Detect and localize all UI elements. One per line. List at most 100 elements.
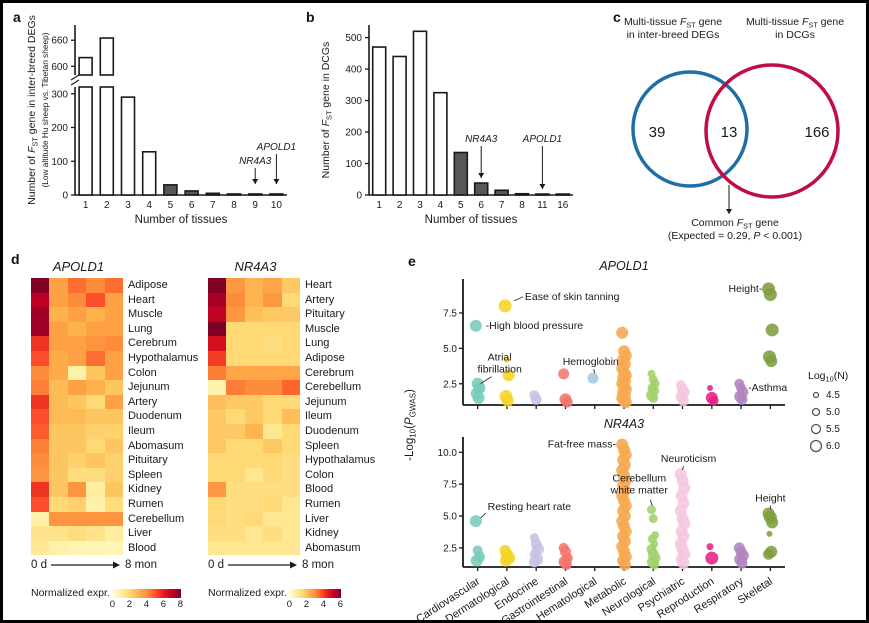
- venn-left-label: Multi-tissue FST gene: [624, 16, 722, 30]
- heatmap-cell: [281, 409, 300, 424]
- heatmap-grid: Heart Artery Pituitary Muscle Lung Adipose Cer…: [208, 278, 383, 556]
- heatmap-cell: [226, 438, 245, 454]
- heatmap-cell: [208, 496, 227, 512]
- data-point: [561, 396, 573, 408]
- heatmap-cell: [208, 350, 227, 366]
- x-tick-label: 11: [537, 200, 548, 211]
- heatmap-cell: [281, 453, 300, 468]
- phewas-plots: APOLD1 2.5 5.0 7.5 Ease of skin tanning -High…: [404, 259, 848, 620]
- x-tick-label: 7: [210, 200, 216, 211]
- bar: [78, 86, 93, 196]
- heatmap-cell: [49, 540, 68, 556]
- bar: [226, 193, 242, 196]
- heatmap-cell: [67, 482, 87, 497]
- heatmap-cell: [281, 380, 300, 395]
- heatmap-cell: [31, 496, 50, 512]
- heatmap-cell: [208, 467, 227, 483]
- heatmap-cell: [49, 336, 68, 351]
- heatmap-cell: [281, 307, 300, 322]
- tissue-label: Adipose: [304, 351, 345, 364]
- heatmap-cell: [244, 423, 264, 439]
- x-axis-label: Number of tissues: [135, 214, 228, 226]
- time-end-label: 8 mon: [125, 559, 157, 572]
- bar: [535, 193, 550, 196]
- heatmap-cell: [244, 453, 264, 468]
- time-end-label: 8 mon: [302, 559, 334, 572]
- size-legend-label: 5.5: [826, 424, 840, 435]
- y-tick-label: 500: [345, 33, 362, 44]
- heatmap-cell: [86, 482, 105, 497]
- size-legend-title: Log10(N): [808, 370, 848, 384]
- tissue-label: Rumen: [304, 497, 341, 510]
- bar: [120, 96, 136, 196]
- data-point: [646, 505, 656, 515]
- bar: [371, 46, 387, 196]
- y-tick-label: 300: [51, 89, 68, 100]
- data-point: [705, 551, 719, 565]
- tissue-label: Muscle: [304, 322, 340, 335]
- heatmap-cell: [208, 365, 227, 381]
- heatmap-cell: [67, 292, 87, 308]
- y-tick-label: 200: [345, 128, 362, 139]
- colorbar-tick-label: 2: [126, 599, 133, 611]
- bar: [514, 192, 530, 196]
- heatmap-cell: [31, 292, 50, 308]
- phenotype-annotation: -High blood pressure: [486, 320, 584, 332]
- heatmap-cell: [226, 496, 245, 512]
- colorbar-tick-label: 4: [320, 599, 327, 611]
- time-arrow-icon: [51, 561, 120, 569]
- heatmap-cell: [49, 380, 68, 395]
- heatmap-cell: [49, 409, 68, 424]
- bar-top-segment: [99, 37, 115, 76]
- heatmap-cell: [263, 453, 282, 468]
- phenotype-annotation: Neuroticism: [661, 453, 717, 465]
- heatmap-cell: [281, 511, 300, 527]
- data-point: [619, 396, 632, 409]
- bar: [433, 91, 448, 196]
- heatmap-title: NR4A3: [234, 259, 277, 274]
- heatmap-cell: [104, 511, 123, 527]
- tissue-label: Rumen: [127, 497, 164, 510]
- heatmap-cell: [244, 321, 264, 337]
- heatmap-cell: [244, 511, 264, 527]
- bar: [205, 192, 221, 196]
- heatmap-cell: [86, 540, 105, 556]
- x-tick-label: 3: [125, 200, 131, 211]
- heatmap-cell: [104, 394, 123, 410]
- tissue-label: Kidney: [127, 483, 162, 496]
- tissue-label: Cerebellum: [304, 381, 362, 394]
- heatmap-cell: [31, 438, 50, 454]
- barchart-dcgs: 0 100 200 300 400 500 1 2 3 4 5 6 7 8 11 16 Number of ti…: [320, 25, 573, 226]
- x-tick-label: 5: [458, 200, 464, 211]
- data-point: [501, 394, 514, 407]
- heatmap-cell: [226, 292, 245, 308]
- heatmap-cell: [281, 496, 300, 512]
- heatmap-cell: [49, 350, 68, 366]
- data-point: [469, 515, 482, 528]
- bar: [269, 193, 284, 196]
- heatmap-cell: [244, 380, 264, 395]
- heatmap-cell: [281, 336, 300, 351]
- heatmap-cell: [49, 526, 68, 541]
- heatmap-cell: [104, 526, 123, 541]
- x-tick-label: 2: [397, 200, 403, 211]
- data-point: [677, 395, 689, 407]
- data-point: [502, 369, 515, 382]
- heatmap-cell: [86, 496, 105, 512]
- data-point: [707, 385, 714, 392]
- heatmap-cell: [244, 540, 264, 556]
- heatmap-cell: [104, 292, 123, 308]
- y-tick-label: 10.0: [438, 448, 458, 459]
- tissue-label: Duodenum: [304, 424, 359, 437]
- heatmap-cell: [281, 467, 300, 483]
- heatmap-cell: [226, 453, 245, 468]
- heatmap-cell: [67, 511, 87, 527]
- y-tick-label: 5.0: [443, 512, 457, 523]
- heatmap-colorbar-legend: Normalized expr. 0 2 4 6 8: [31, 587, 206, 613]
- x-tick-label: 1: [83, 200, 89, 211]
- heatmap-cell: [31, 467, 50, 483]
- heatmap-cell: [208, 321, 227, 337]
- size-legend-circle: [811, 407, 821, 417]
- x-tick-label: 1: [376, 200, 382, 211]
- bar: [412, 30, 428, 196]
